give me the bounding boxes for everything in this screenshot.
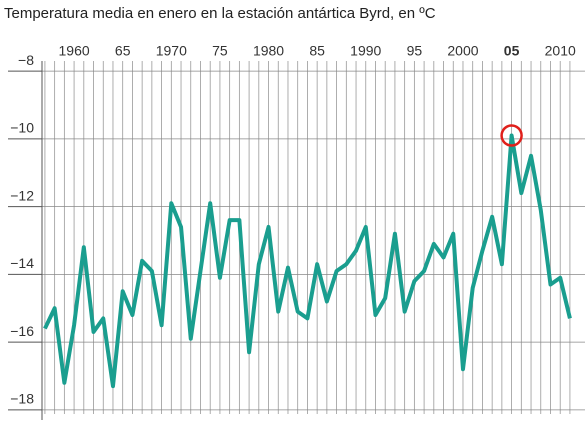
x-tick-label: 1970: [156, 43, 187, 59]
x-tick-label: 65: [115, 43, 131, 59]
y-tick-label: −10: [10, 120, 34, 136]
y-tick-label: −16: [10, 323, 34, 339]
y-tick-label: −18: [10, 391, 34, 407]
x-tick-label: 05: [504, 43, 520, 59]
chart-title: Temperatura media en enero en la estació…: [4, 5, 436, 22]
y-tick-label: −8: [18, 52, 34, 68]
highlight-circle: [500, 124, 523, 147]
x-tick-label: 2010: [545, 43, 576, 59]
x-tick-label: 95: [407, 43, 423, 59]
line: [43, 133, 572, 389]
x-tick-label: 2000: [447, 43, 478, 59]
x-tick-label: 1990: [350, 43, 381, 59]
y-tick-label: −14: [10, 255, 34, 271]
x-tick-label: 75: [212, 43, 228, 59]
x-tick-label: 1960: [59, 43, 90, 59]
x-tick-label: 85: [309, 43, 325, 59]
x-tick-label: 1980: [253, 43, 284, 59]
y-tick-label: −12: [10, 187, 34, 203]
